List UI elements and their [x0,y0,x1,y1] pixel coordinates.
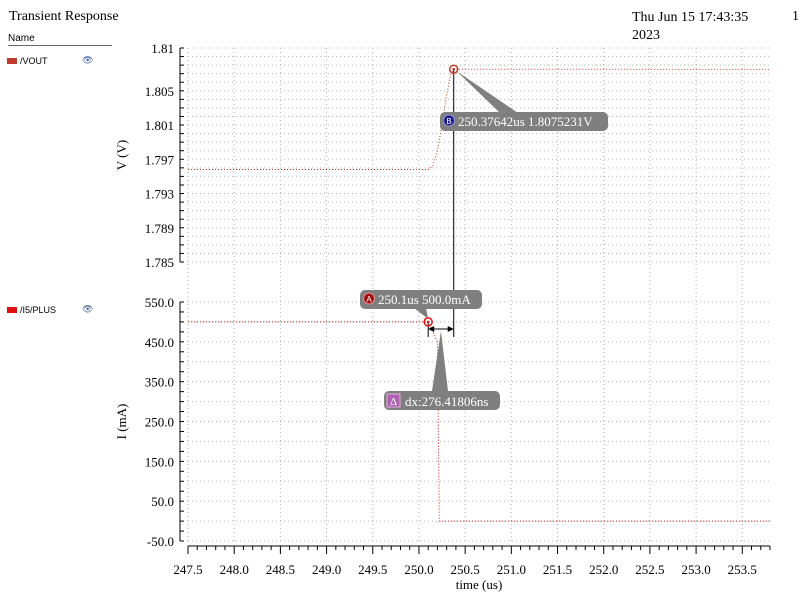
page-number: 1 [792,9,799,24]
x-axis-title: time (us) [456,577,503,592]
legend-item-vout[interactable]: /VOUT 👁 [7,55,93,66]
y-tick-label-voltage: 1.805 [145,84,174,99]
x-tick-label: 249.0 [312,562,341,577]
delta-symbol: Δ [390,396,397,408]
marker-b-id: B [446,117,451,126]
delta-arrow-head-left [428,326,435,332]
legend-label: /I5/PLUS [20,305,57,315]
delta-badge [386,393,401,408]
series-line-i5-plus [188,321,770,522]
marker-a-label: 250.1us 500.0mA [378,292,471,307]
delta-pointer [432,331,448,391]
delta-arrow-head-right [447,326,454,332]
y-tick-label-voltage: 1.793 [145,187,174,202]
marker-a-label-box [360,290,482,309]
x-tick-label: 253.5 [728,562,757,577]
y-axis-title-voltage: V (V) [114,140,129,170]
y-tick-label-current: -50.0 [147,534,174,549]
marker-b-point [448,64,459,74]
legend-swatch [7,307,17,313]
y-tick-label-current: 250.0 [145,415,174,430]
x-tick-label: 247.5 [173,562,202,577]
marker-b-point-dot [452,67,456,71]
x-tick-label: 253.0 [681,562,710,577]
marker-b-badge [443,114,455,127]
eye-icon[interactable]: 👁 [82,55,94,65]
marker-a-pointer [414,308,429,319]
legend-swatch [7,58,17,64]
y-tick-label-voltage: 1.785 [145,255,174,270]
x-tick-label: 250.5 [451,562,480,577]
y-tick-label-voltage: 1.789 [145,221,174,236]
y-tick-label-current: 450.0 [145,335,174,350]
marker-a-id: A [366,295,372,304]
x-tick-label: 252.5 [635,562,664,577]
y-axis-title-current: I (mA) [114,404,129,440]
marker-a-point-dot [426,320,430,324]
legend-label: /VOUT [20,56,48,66]
delta-label-box [384,391,500,410]
y-tick-label-current: 550.0 [145,295,174,310]
marker-b-label: 250.37642us 1.8075231V [458,114,593,129]
y-tick-label-current: 350.0 [145,375,174,390]
x-tick-label: 248.5 [266,562,295,577]
marker-b-label-box [440,112,608,131]
x-tick-label: 251.5 [543,562,572,577]
marker-b-pointer [456,71,518,113]
delta-label: dx:276.41806ns [405,394,488,409]
y-tick-label-voltage: 1.797 [145,152,175,167]
x-tick-label: 248.0 [220,562,249,577]
x-tick-label: 251.0 [497,562,526,577]
legend-header: Name [8,33,112,46]
x-tick-label: 249.5 [358,562,387,577]
y-tick-label-current: 50.0 [151,494,174,509]
eye-icon[interactable]: 👁 [82,304,94,314]
legend-item-i5-plus[interactable]: /I5/PLUS 👁 [7,304,93,315]
y-tick-label-current: 150.0 [145,454,174,469]
date-stamp: Thu Jun 15 17:43:35 2023 [632,10,749,43]
window-title: Transient Response [9,9,119,24]
x-tick-label: 250.0 [404,562,433,577]
y-tick-label-voltage: 1.81 [151,41,174,56]
x-tick-label: 252.0 [589,562,618,577]
marker-a-badge [363,292,375,305]
marker-a-point [423,317,433,327]
y-tick-label-voltage: 1.801 [145,118,174,133]
